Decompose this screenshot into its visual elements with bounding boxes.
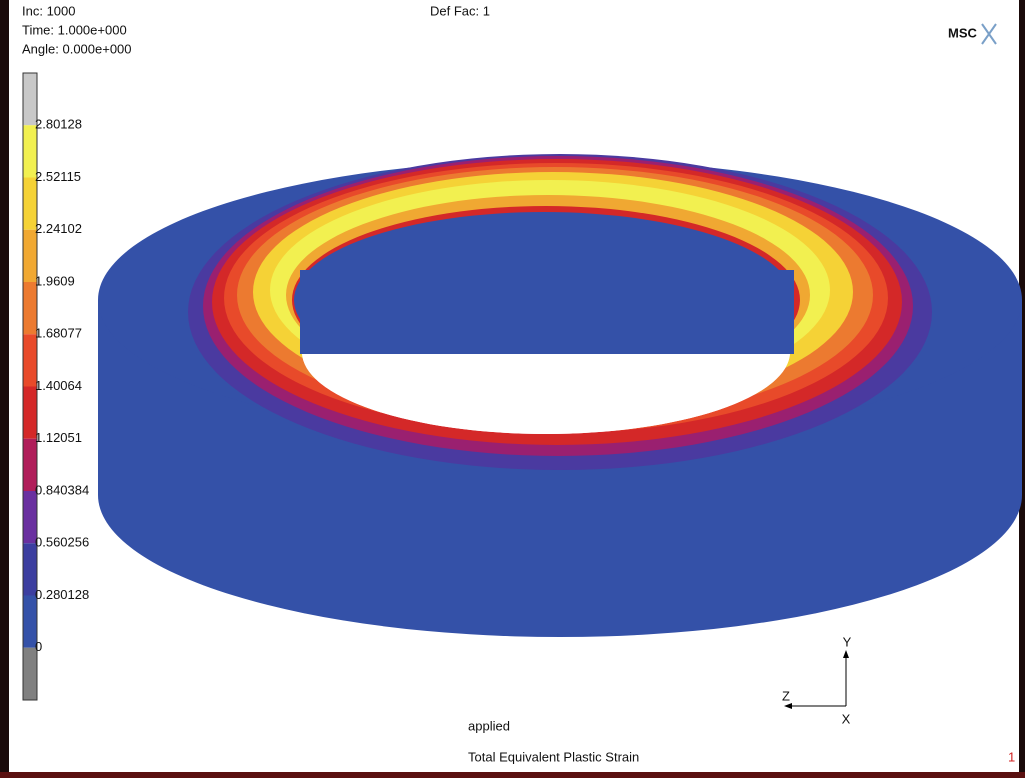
legend-label: 0.280128 xyxy=(35,587,89,602)
result-index: 1 xyxy=(1008,749,1015,764)
ring-model xyxy=(98,154,1022,637)
left-border xyxy=(0,0,9,778)
result-title: Total Equivalent Plastic Strain xyxy=(468,749,639,764)
bottom-border xyxy=(0,772,1025,778)
triad-z: Z xyxy=(782,688,790,703)
viewport: Inc: 1000 Time: 1.000e+000 Angle: 0.000e… xyxy=(0,0,1025,778)
legend-label: 1.12051 xyxy=(35,430,82,445)
def-fac: Def Fac: 1 xyxy=(430,3,490,18)
logo: MSC xyxy=(948,25,978,40)
triad-y: Y xyxy=(843,634,852,649)
legend-label: 0 xyxy=(35,639,42,654)
legend-label: 0.560256 xyxy=(35,535,89,550)
time: Time: 1.000e+000 xyxy=(22,22,127,37)
legend-label: 2.52115 xyxy=(35,169,81,184)
angle: Angle: 0.000e+000 xyxy=(22,41,132,56)
legend-label: 1.68077 xyxy=(35,326,82,341)
inner-wall xyxy=(300,270,794,354)
legend-label: 1.40064 xyxy=(35,378,82,393)
increment: Inc: 1000 xyxy=(22,3,76,18)
legend-band xyxy=(23,648,37,700)
legend-label: 1.9609 xyxy=(35,273,75,288)
legend-label: 2.24102 xyxy=(35,221,82,236)
legend-label: 2.80128 xyxy=(35,117,82,132)
triad-x: X xyxy=(842,711,851,726)
applied-label: applied xyxy=(468,718,510,733)
legend-label: 0.840384 xyxy=(35,482,89,497)
